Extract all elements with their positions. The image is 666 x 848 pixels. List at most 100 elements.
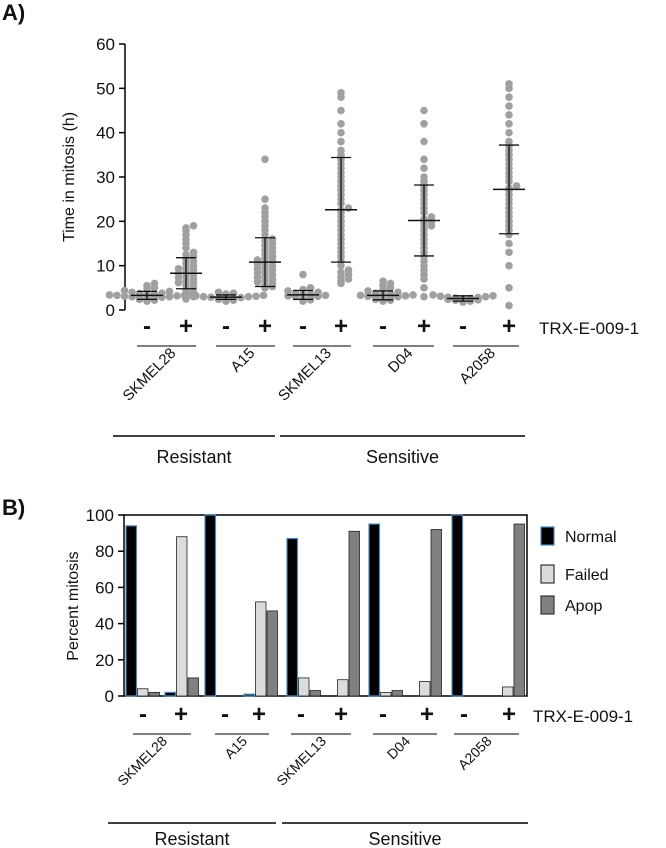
data-point — [337, 137, 345, 146]
legend-label: Failed — [565, 567, 609, 584]
data-point — [244, 292, 253, 301]
data-point — [420, 120, 428, 128]
data-point — [436, 292, 445, 301]
panel-a-treatment-signs: - + - + - + - + - + — [143, 313, 516, 340]
bar-apop — [309, 690, 321, 697]
data-point — [165, 287, 174, 296]
bar-normal — [368, 523, 381, 697]
data-point — [261, 155, 269, 164]
bar-apop — [391, 690, 403, 697]
data-point — [120, 286, 129, 295]
treatment-sign: - — [460, 701, 468, 728]
data-point — [344, 266, 353, 274]
y-tick-label: 60 — [95, 578, 114, 597]
data-point — [337, 120, 345, 128]
data-point — [420, 164, 428, 172]
bar-normal — [451, 514, 464, 697]
bar-apop — [513, 523, 525, 697]
data-point — [409, 291, 417, 299]
data-point — [105, 291, 114, 299]
group-label: SKMEL13 — [273, 733, 329, 789]
panel-b-treatment-signs: - + - + - + - + - + — [139, 701, 516, 728]
panel-b-label: B) — [2, 495, 25, 520]
bar-normal — [286, 537, 299, 697]
legend-swatch — [540, 595, 555, 615]
treatment-sign: + — [502, 313, 516, 340]
data-point — [505, 120, 513, 128]
data-point — [505, 239, 513, 248]
data-point — [314, 288, 322, 297]
data-point — [189, 248, 198, 257]
treatment-sign: + — [334, 701, 348, 728]
category-label: Sensitive — [368, 829, 441, 848]
panel-b-plot-frame — [123, 514, 528, 697]
treatment-sign: + — [252, 701, 266, 728]
treatment-sign: - — [143, 313, 151, 340]
bar-failed — [137, 688, 149, 697]
group-label: A15 — [221, 733, 250, 762]
data-point — [505, 261, 513, 270]
data-point — [268, 235, 277, 243]
group-label: SKMEL28 — [120, 345, 180, 405]
category-label: Resistant — [156, 447, 231, 467]
treatment-sign: + — [417, 313, 431, 340]
data-point — [222, 290, 230, 298]
data-point — [379, 277, 387, 285]
data-point — [364, 292, 372, 301]
bar-normal — [125, 525, 138, 697]
panel-b: B) Percent mitosis 0 20 40 60 80 100 Normal Fa… — [2, 495, 633, 848]
legend-label: Apop — [565, 598, 602, 615]
data-point — [214, 288, 223, 297]
data-point — [420, 284, 428, 292]
bar-failed — [380, 691, 392, 697]
group-label: A2058 — [456, 345, 499, 388]
treatment-sign: + — [334, 313, 348, 340]
treatment-sign: + — [420, 701, 434, 728]
group-label: SKMEL28 — [114, 733, 170, 789]
treatment-sign: + — [174, 701, 188, 728]
data-point — [174, 264, 183, 273]
treatment-sign: - — [379, 701, 387, 728]
panel-a-label: A) — [2, 0, 25, 25]
data-point — [420, 173, 428, 181]
data-point — [306, 284, 315, 292]
treatment-sign: - — [222, 313, 230, 340]
data-point — [337, 106, 345, 115]
y-tick-label: 20 — [96, 212, 115, 231]
data-point — [229, 289, 238, 297]
group-label: D04 — [385, 345, 416, 376]
data-point — [321, 291, 330, 300]
panel-a-points — [105, 80, 521, 310]
data-point — [505, 301, 513, 310]
data-point — [489, 292, 497, 300]
data-point — [427, 213, 436, 221]
data-point — [337, 128, 345, 137]
data-point — [259, 291, 268, 300]
bar-apop — [266, 610, 278, 697]
data-point — [505, 128, 513, 137]
data-point — [120, 292, 129, 301]
data-point — [420, 137, 428, 146]
data-point — [299, 285, 307, 294]
data-point — [401, 292, 410, 300]
data-point — [420, 292, 428, 301]
data-point — [261, 195, 269, 203]
data-point — [337, 268, 345, 277]
data-point — [505, 80, 513, 88]
panel-a-ylabel: Time in mitosis (h) — [61, 112, 78, 242]
bar-failed — [419, 681, 431, 697]
panel-b-treatment-label: TRX-E-009-1 — [533, 707, 633, 726]
treatment-sign: - — [379, 313, 387, 340]
treatment-sign: + — [502, 701, 516, 728]
panel-a-treatment-label: TRX-E-009-1 — [539, 319, 639, 338]
data-point — [505, 93, 513, 101]
treatment-sign: + — [258, 313, 272, 340]
treatment-sign: - — [221, 701, 229, 728]
y-tick-label: 50 — [96, 79, 115, 98]
y-tick-label: 20 — [95, 651, 114, 670]
data-point — [356, 291, 365, 300]
data-point — [364, 287, 372, 295]
data-point — [192, 292, 200, 300]
data-point — [182, 250, 190, 259]
